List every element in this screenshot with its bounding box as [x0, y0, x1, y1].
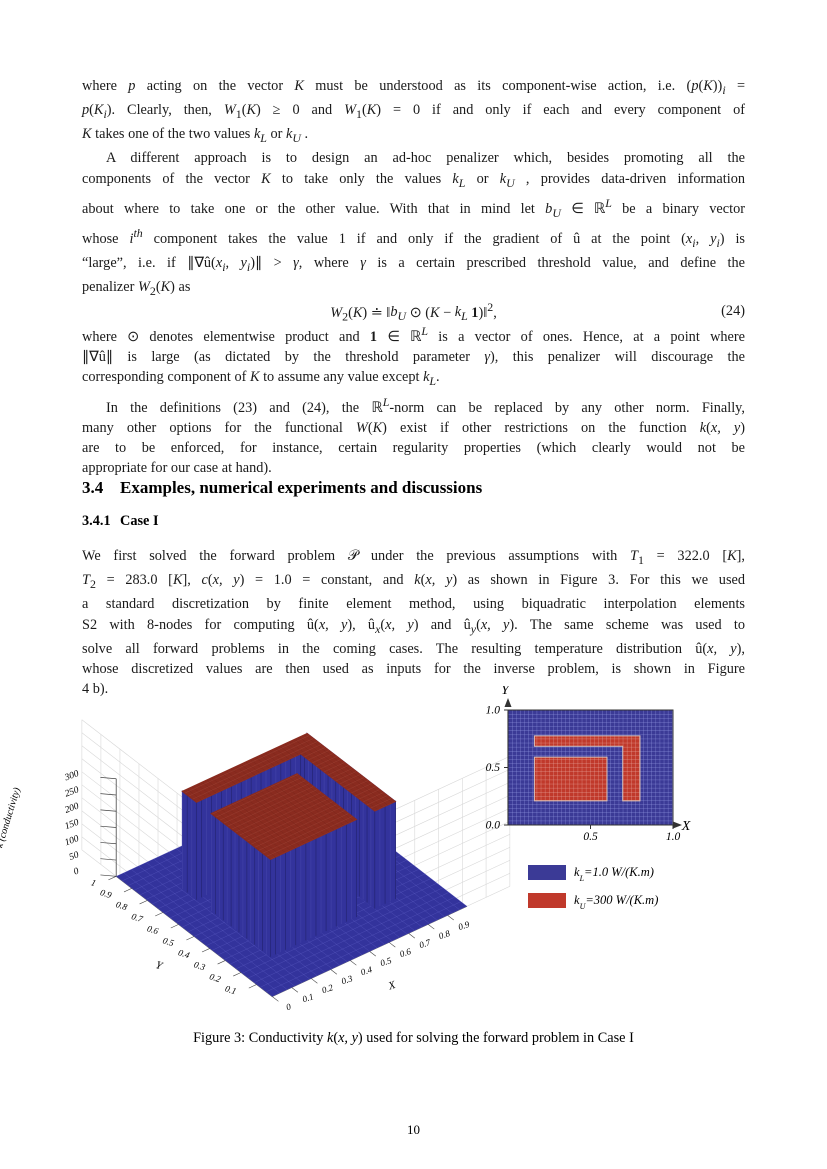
svg-text:kU=300 W/(K.m): kU=300 W/(K.m): [574, 893, 658, 911]
svg-text:0.5: 0.5: [583, 831, 598, 843]
svg-text:k (conductivity): k (conductivity): [0, 786, 23, 850]
svg-text:1.0: 1.0: [666, 831, 681, 843]
svg-text:X: X: [681, 819, 691, 834]
svg-text:Y: Y: [501, 686, 511, 698]
svg-text:kL=1.0 W/(K.m): kL=1.0 W/(K.m): [574, 865, 654, 883]
svg-text:0.5: 0.5: [486, 762, 501, 774]
svg-text:1.0: 1.0: [486, 705, 501, 717]
svg-text:0.0: 0.0: [486, 820, 501, 832]
